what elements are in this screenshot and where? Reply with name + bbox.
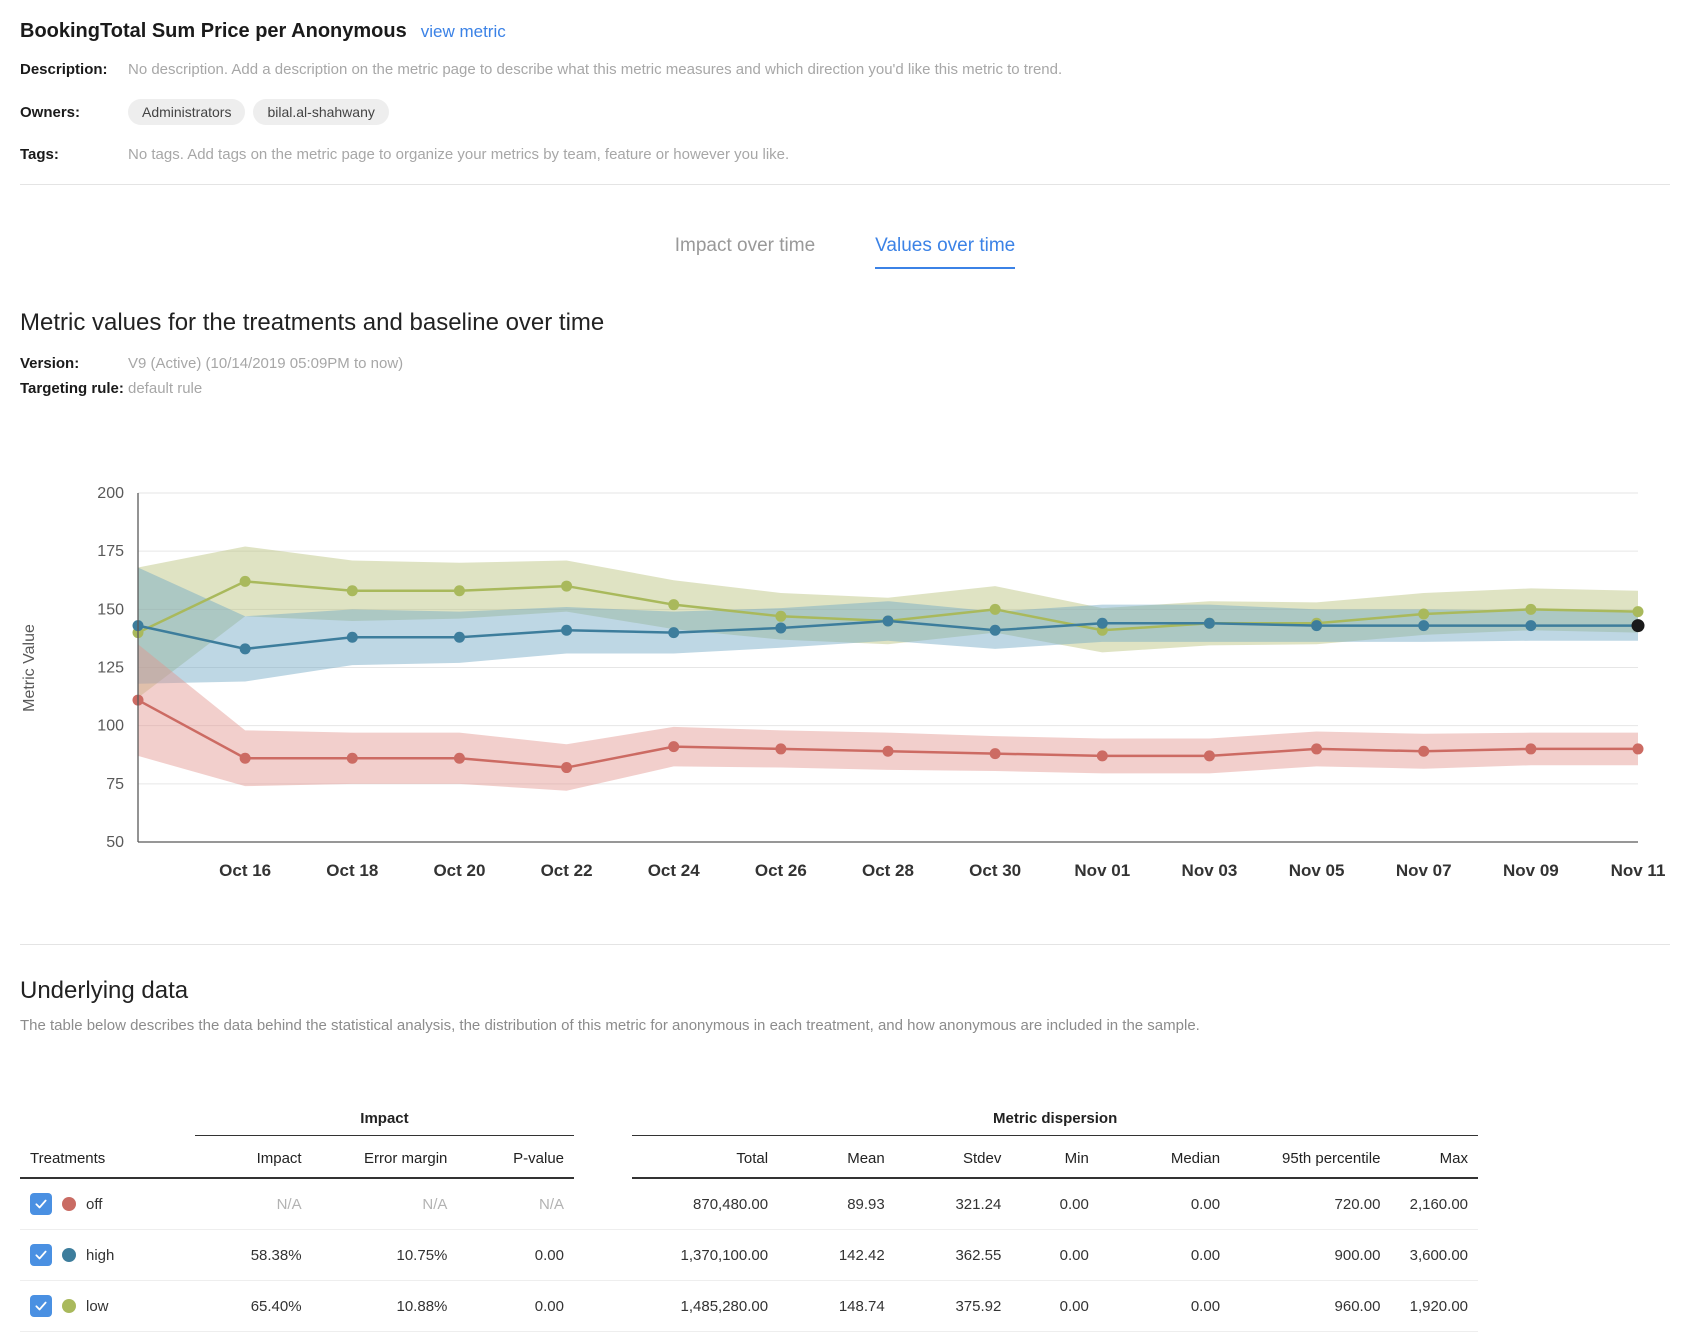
svg-text:Nov 11: Nov 11 <box>1611 861 1666 880</box>
svg-text:150: 150 <box>97 601 124 618</box>
svg-text:Nov 07: Nov 07 <box>1396 861 1452 880</box>
svg-text:125: 125 <box>97 660 124 677</box>
svg-text:Nov 03: Nov 03 <box>1182 861 1238 880</box>
svg-text:Oct 24: Oct 24 <box>648 861 701 880</box>
svg-text:Oct 22: Oct 22 <box>541 861 593 880</box>
svg-text:Oct 30: Oct 30 <box>969 861 1021 880</box>
svg-text:75: 75 <box>106 776 124 793</box>
svg-text:100: 100 <box>97 718 124 735</box>
svg-text:Nov 01: Nov 01 <box>1074 861 1130 880</box>
svg-text:200: 200 <box>97 485 124 502</box>
svg-text:Oct 20: Oct 20 <box>433 861 485 880</box>
svg-text:Oct 16: Oct 16 <box>219 861 271 880</box>
svg-text:Oct 18: Oct 18 <box>326 861 378 880</box>
svg-text:Nov 05: Nov 05 <box>1289 861 1345 880</box>
svg-text:Oct 28: Oct 28 <box>862 861 914 880</box>
svg-text:50: 50 <box>106 834 124 851</box>
svg-text:Nov 09: Nov 09 <box>1503 861 1559 880</box>
svg-text:Oct 26: Oct 26 <box>755 861 807 880</box>
svg-text:175: 175 <box>97 543 124 560</box>
